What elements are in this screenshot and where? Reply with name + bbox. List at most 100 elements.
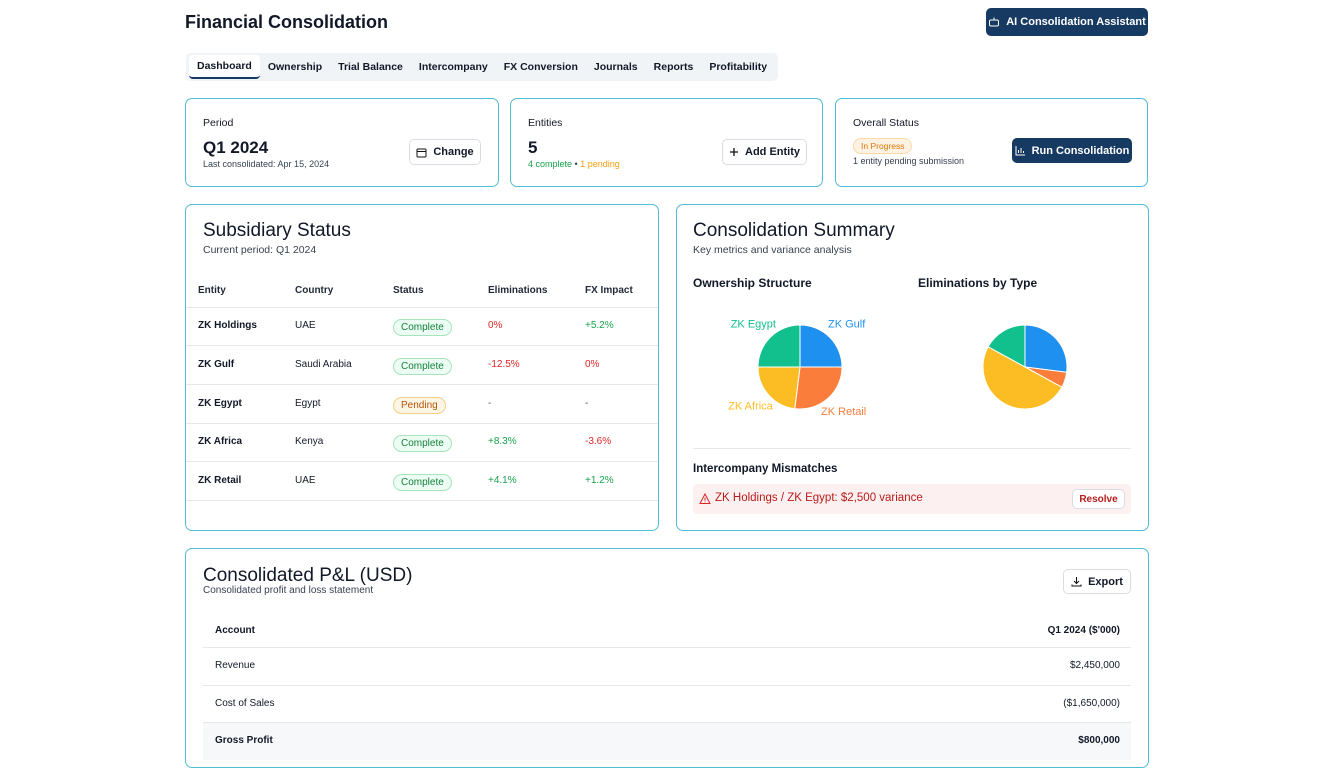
card-value: Q1 2024 xyxy=(203,138,269,157)
card-subtitle: Consolidated profit and loss statement xyxy=(203,585,374,596)
period-card: Period Q1 2024 Last consolidated: Apr 15… xyxy=(185,98,499,187)
row-divider xyxy=(186,307,658,308)
chart-icon xyxy=(1015,146,1025,156)
card-note: Last consolidated: Apr 15, 2024 xyxy=(203,159,330,169)
table-cell: -3.6% xyxy=(585,436,612,448)
table-cell: Revenue xyxy=(215,660,256,671)
card-title: Subsidiary Status xyxy=(203,220,351,241)
status-card: Overall Status In Progress 1 entity pend… xyxy=(835,98,1148,187)
card-title: Consolidation Summary xyxy=(693,220,895,241)
tab[interactable]: FX Conversion xyxy=(503,61,578,73)
tab[interactable]: Intercompany xyxy=(418,61,488,73)
column-header: Eliminations xyxy=(488,285,548,296)
button-label: Run Consolidation xyxy=(1031,144,1130,157)
pie-slice xyxy=(794,366,843,410)
bot-icon xyxy=(989,17,1000,27)
table-cell: - xyxy=(585,397,589,409)
change-button[interactable]: Change xyxy=(409,139,481,165)
table-cell: +5.2% xyxy=(585,320,614,331)
table-cell: ZK Holdings xyxy=(198,320,257,331)
row-divider xyxy=(186,422,658,424)
add-entity-button[interactable]: Add Entity xyxy=(722,139,807,165)
page: Financial Consolidation AI Consolidation… xyxy=(185,8,1149,768)
table-cell: - xyxy=(488,397,492,409)
row-divider xyxy=(186,383,658,385)
separator: • xyxy=(574,159,578,169)
tab[interactable]: Journals xyxy=(593,61,638,73)
subsidiary-card: Subsidiary Status Current period: Q1 202… xyxy=(185,204,659,531)
pie-slice xyxy=(757,324,801,368)
mismatch-text: ZK Holdings / ZK Egypt: $2,500 variance xyxy=(715,492,923,504)
slice-label: ZK Retail xyxy=(821,406,866,418)
tab[interactable]: Trial Balance xyxy=(338,61,403,73)
section-title: Intercompany Mismatches xyxy=(693,463,838,475)
card-value: 5 xyxy=(528,138,538,157)
pie-slice xyxy=(799,324,843,368)
entities-card: Entities 5 4 complete • 1 pending Add En… xyxy=(510,98,823,187)
table-cell: +4.1% xyxy=(488,475,517,487)
calendar-icon xyxy=(416,148,427,157)
pie-charts: ZK Gulf ZK Retail ZK Africa ZK Egypt xyxy=(728,318,1068,418)
row-divider xyxy=(203,684,1131,723)
button-label: AI Consolidation Assistant xyxy=(1006,16,1146,28)
table-cell: ($1,650,000) xyxy=(1063,697,1120,709)
tab[interactable]: Dashboard xyxy=(189,55,260,79)
tab[interactable]: Profitability xyxy=(709,61,768,73)
table-cell: Egypt xyxy=(295,397,321,409)
table-cell: 0% xyxy=(488,320,503,331)
pending-count: 1 pending xyxy=(580,159,620,169)
table-cell: +8.3% xyxy=(488,436,517,448)
status-badge: Complete xyxy=(393,319,452,336)
card-note: 1 entity pending submission xyxy=(853,156,965,166)
card-label: Entities xyxy=(528,117,563,129)
table-cell: Kenya xyxy=(295,436,324,448)
tab-bar: Dashboard Ownership Trial Balance Intercomp… xyxy=(186,53,779,81)
tab[interactable]: Reports xyxy=(653,61,694,73)
table-cell: ZK Retail xyxy=(198,475,242,487)
export-button[interactable]: Export xyxy=(1063,569,1131,594)
table-cell: $2,450,000 xyxy=(1069,660,1120,671)
table-cell: $800,000 xyxy=(1078,735,1120,746)
pie-slice xyxy=(982,346,1063,410)
status-badge: Complete xyxy=(393,474,452,492)
table-cell: Cost of Sales xyxy=(215,697,275,709)
card-subtitle: Current period: Q1 2024 xyxy=(203,244,317,256)
pie-slice xyxy=(757,366,801,410)
row-divider xyxy=(186,345,658,346)
pie-slice xyxy=(1024,324,1068,373)
table-cell: Gross Profit xyxy=(215,735,273,746)
row-divider xyxy=(203,647,1131,685)
table-cell: ZK Africa xyxy=(198,436,243,448)
status-badge: In Progress xyxy=(853,138,913,154)
card-label: Period xyxy=(203,117,234,129)
column-header: Country xyxy=(295,285,334,296)
table-cell: Saudi Arabia xyxy=(295,358,352,370)
column-header: Status xyxy=(393,285,424,296)
run-consolidation-button[interactable]: Run Consolidation xyxy=(1012,138,1132,163)
resolve-button[interactable]: Resolve xyxy=(1072,489,1125,509)
button-label: Add Entity xyxy=(745,146,800,158)
tab[interactable]: Ownership xyxy=(267,61,323,73)
chart-title: Ownership Structure xyxy=(693,276,812,290)
row-divider xyxy=(186,500,658,502)
assistant-button[interactable]: AI Consolidation Assistant xyxy=(986,8,1148,36)
column-header: Q1 2024 ($'000) xyxy=(1047,625,1120,636)
warning-icon xyxy=(699,493,711,504)
card-note: 4 complete • 1 pending xyxy=(528,159,620,169)
pnl-card: Consolidated P&L (USD) Consolidated prof… xyxy=(185,548,1149,768)
column-header: FX Impact xyxy=(585,285,633,296)
table-cell: UAE xyxy=(295,320,316,331)
column-header: Account xyxy=(215,625,255,636)
table-cell: UAE xyxy=(295,475,316,487)
chart-title: Eliminations by Type xyxy=(918,276,1038,290)
complete-count: 4 complete xyxy=(528,159,573,169)
card-label: Overall Status xyxy=(853,117,919,129)
card-subtitle: Key metrics and variance analysis xyxy=(693,244,852,256)
card-title: Consolidated P&L (USD) xyxy=(203,565,413,586)
table-cell: ZK Egypt xyxy=(198,397,242,409)
plus-icon xyxy=(730,148,738,156)
status-badge: Complete xyxy=(393,357,452,375)
slice-label: ZK Africa xyxy=(728,401,774,413)
total-row xyxy=(203,722,1131,760)
column-header: Entity xyxy=(198,285,226,296)
